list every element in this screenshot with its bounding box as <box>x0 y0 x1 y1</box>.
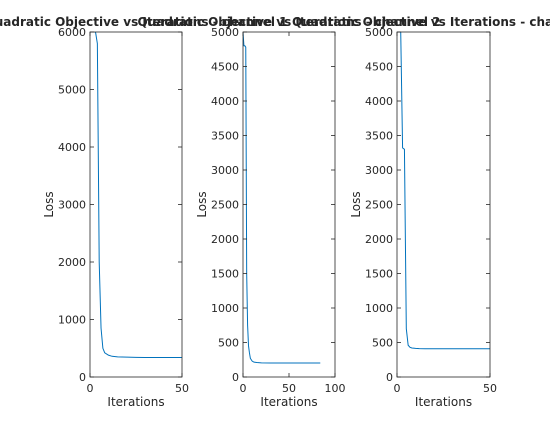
series-line-1 <box>90 32 182 358</box>
y-tick-label: 4500 <box>211 61 239 74</box>
chart-panel-2: 0 50 1000500100015002000250030003500400045… <box>195 26 346 409</box>
y-tick-label: 2500 <box>211 199 239 212</box>
y-tick-label: 0 <box>79 371 86 384</box>
y-tick-label: 4000 <box>365 95 393 108</box>
y-tick-label: 4000 <box>58 141 86 154</box>
y-tick-label: 1500 <box>211 268 239 281</box>
y-axis-label: Loss <box>195 191 209 217</box>
y-tick-label: 6000 <box>58 26 86 39</box>
chart-title: Quadratic Objective vs Iterations - chan… <box>292 15 550 29</box>
y-tick-label: 3000 <box>58 199 86 212</box>
plot-area <box>243 32 335 377</box>
y-tick-label: 1000 <box>58 314 86 327</box>
x-tick-label: 100 <box>325 382 346 395</box>
chart-title: Quadratic Objective vs Iterations - chan… <box>0 15 287 29</box>
y-tick-label: 5000 <box>211 26 239 39</box>
series-line-1 <box>397 32 490 350</box>
y-axis-label: Loss <box>349 191 363 217</box>
x-tick-label: 50 <box>483 382 497 395</box>
y-tick-label: 0 <box>232 371 239 384</box>
chart-title: Quadratic Objective vs Iterations - chan… <box>138 15 441 29</box>
y-tick-label: 1000 <box>211 302 239 315</box>
y-tick-label: 5000 <box>58 84 86 97</box>
y-tick-label: 2000 <box>58 256 86 269</box>
y-tick-label: 3000 <box>211 164 239 177</box>
x-axis-label: Iterations <box>107 395 164 409</box>
x-axis-label: Iterations <box>260 395 317 409</box>
y-tick-label: 500 <box>372 337 393 350</box>
x-axis-label: Iterations <box>415 395 472 409</box>
x-tick-label: 0 <box>87 382 94 395</box>
chart-panel-1: 0 500100020003000400050006000IterationsLo… <box>42 26 189 409</box>
y-tick-label: 4500 <box>365 61 393 74</box>
y-tick-label: 500 <box>218 337 239 350</box>
plot-area <box>397 32 490 377</box>
y-tick-label: 2000 <box>211 233 239 246</box>
y-tick-label: 2500 <box>365 199 393 212</box>
y-tick-label: 3000 <box>365 164 393 177</box>
y-tick-label: 3500 <box>211 130 239 143</box>
y-tick-label: 5000 <box>365 26 393 39</box>
y-tick-label: 0 <box>386 371 393 384</box>
y-tick-label: 1000 <box>365 302 393 315</box>
y-tick-label: 1500 <box>365 268 393 281</box>
x-tick-label: 50 <box>282 382 296 395</box>
x-tick-label: 50 <box>175 382 189 395</box>
plot-area <box>90 32 182 377</box>
y-tick-label: 4000 <box>211 95 239 108</box>
x-tick-label: 0 <box>394 382 401 395</box>
x-tick-label: 0 <box>240 382 247 395</box>
series-line-1 <box>243 32 321 364</box>
y-tick-label: 3500 <box>365 130 393 143</box>
y-axis-label: Loss <box>42 191 56 217</box>
y-tick-label: 2000 <box>365 233 393 246</box>
chart-panel-3: 0 500500100015002000250030003500400045005… <box>349 26 497 409</box>
